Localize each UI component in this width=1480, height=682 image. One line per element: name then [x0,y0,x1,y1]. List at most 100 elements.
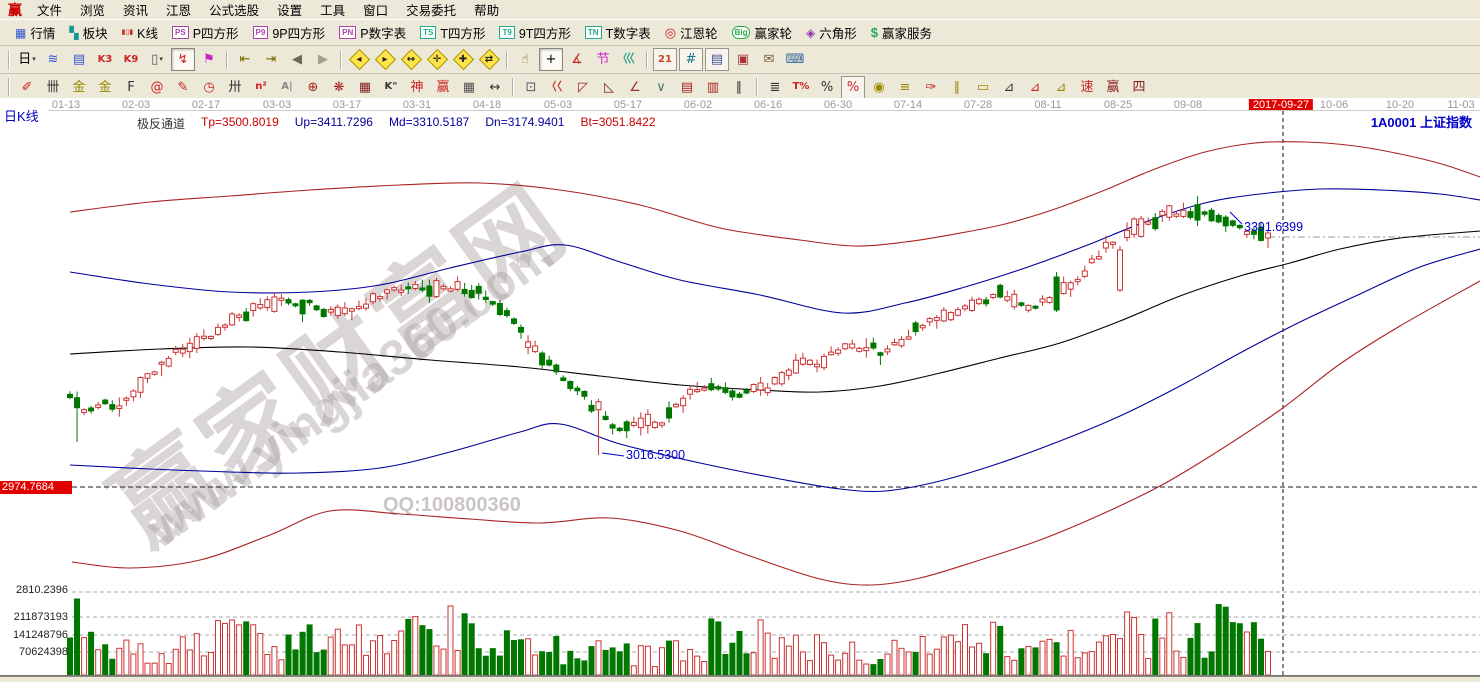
crosshair-icon[interactable]: + [539,48,563,71]
toolbar-button-hangqing[interactable]: ▦ 行情 [8,21,62,44]
symbol-label[interactable]: 1A0001 上证指数 [1371,112,1472,131]
menu-item-9[interactable]: 帮助 [474,4,500,18]
menu-item-7[interactable]: 窗口 [363,4,389,18]
toolbar-button-winner-service[interactable]: $ 赢家服务 [864,21,939,44]
cycle-band-icon[interactable]: 节 [591,48,615,71]
gold-channel-icon[interactable]: ∥ [945,76,969,99]
flag-marker-icon[interactable]: ⚑ [197,48,221,71]
notes-icon[interactable]: ▤ [705,48,729,71]
toolbar-button-t-square[interactable]: TS T四方形 [413,21,492,44]
draw-knife-icon[interactable]: ✐ [15,76,39,99]
kline-3-icon[interactable]: K3 [93,48,117,71]
zigzag-tool-icon[interactable]: ↯ [171,48,195,71]
t-percent-icon[interactable]: T% [789,76,813,99]
first-bar-icon[interactable]: ⇤ [233,48,257,71]
angle-gold-icon[interactable]: ⊿ [1049,76,1073,99]
menu-item-3[interactable]: 江恩 [166,4,192,18]
price-comb-icon[interactable]: 卌 [41,76,65,99]
percent-levels-icon[interactable]: % [841,75,865,99]
pan-hand-icon[interactable]: ☝ [513,48,537,71]
zoom-out-icon[interactable]: ✛ [425,48,449,71]
compress-left-icon[interactable]: ◂ [347,48,371,71]
shen-tool-icon[interactable]: 神 [405,76,429,99]
brush-icon[interactable]: ✎ [171,76,195,99]
gann-circle-icon[interactable]: ⊕ [301,76,325,99]
candle-style-selector[interactable]: ▯ ▾ [145,48,169,71]
candle-body [363,303,369,309]
period-day-selector[interactable]: 日 ▾ [15,48,39,71]
angle-measure-icon[interactable]: ∡ [565,48,589,71]
text-label-icon[interactable]: A| [275,76,299,99]
angle-speed-icon[interactable]: 速 [1075,76,1099,99]
compress-right-icon[interactable]: ▸ [373,48,397,71]
span-measure-icon[interactable]: ↔ [483,76,507,99]
menu-item-5[interactable]: 设置 [277,4,303,18]
next-bar-icon[interactable]: ▶ [311,48,335,71]
kline-9-icon[interactable]: K9 [119,48,143,71]
menu-item-0[interactable]: 文件 [37,4,63,18]
menu-item-1[interactable]: 浏览 [80,4,106,18]
toolbar-button-p-square[interactable]: PS P四方形 [165,21,246,44]
menu-item-6[interactable]: 工具 [320,4,346,18]
price-grid-axis-icon[interactable]: ▥ [701,76,725,99]
toolbar-button-t-table[interactable]: TN T数字表 [578,21,658,44]
toolbar-button-hexagon[interactable]: ◈ 六角形 [799,21,864,44]
toolbar-button-bankuai[interactable]: ▚ 板块 [62,21,114,44]
save-icon[interactable]: ▣ [731,48,755,71]
candle-body [609,424,616,429]
fib-grid-icon[interactable]: F [119,76,143,99]
time-comb-icon[interactable]: 卅 [223,76,247,99]
wave-count-icon[interactable]: 巛 [617,48,641,71]
gold-grid2-icon[interactable]: 金 [93,76,117,99]
gann-square-icon[interactable]: ▦ [353,76,377,99]
chart-overlay-icon[interactable]: ≋ [41,48,65,71]
calculator-icon[interactable]: # [679,48,703,71]
menu-item-8[interactable]: 交易委托 [406,4,457,18]
kline-chart-canvas[interactable]: 赢家财富网 www.yingjia360.com QQ:100800360 33… [0,98,1480,682]
gold-circle-icon[interactable]: ◉ [867,76,891,99]
toolbar-button-9p-square[interactable]: P9 9P四方形 [246,21,333,44]
toolbar-button-p-table[interactable]: PN P数字表 [332,21,413,44]
n-square-icon[interactable]: n² [249,76,273,99]
v-reversal-icon[interactable]: ∨ [649,76,673,99]
expand-horizontal-icon[interactable]: ↔ [399,48,423,71]
angle-four-icon[interactable]: 四 [1127,76,1151,99]
menu-item-2[interactable]: 资讯 [123,4,149,18]
toolbar-button-gann-wheel[interactable]: ◎ 江恩轮 [658,21,725,44]
toolbar-button-winner-wheel[interactable]: Big 赢家轮 [725,21,799,44]
parallel-channel-icon[interactable]: ∥ [727,76,751,99]
gann-clock-icon[interactable]: ◷ [197,76,221,99]
angle-win-icon[interactable]: 赢 [1101,76,1125,99]
workstation-icon[interactable]: ⌨ [783,48,807,71]
mail-icon[interactable]: ✉ [757,48,781,71]
zoom-reset-icon[interactable]: ⇄ [477,48,501,71]
fib-levels-icon[interactable]: ≣ [763,76,787,99]
info-list-icon[interactable]: ▤ [67,48,91,71]
fan-lines-icon[interactable]: 巜 [545,76,569,99]
angle-f-icon[interactable]: ⊿ [1023,76,1047,99]
menu-item-4[interactable]: 公式选股 [209,4,260,18]
zoom-in-icon[interactable]: ✚ [451,48,475,71]
prev-bar-icon[interactable]: ◀ [285,48,309,71]
gold-grid1-icon[interactable]: 金 [67,76,91,99]
toolbar-button-9t-square[interactable]: T9 9T四方形 [492,21,577,44]
number-grid-icon[interactable]: ▦ [457,76,481,99]
fan-square2-icon[interactable]: ◺ [597,76,621,99]
trend-angle-icon[interactable]: ∠ [623,76,647,99]
fan-square-icon[interactable]: ◸ [571,76,595,99]
gann-rose-icon[interactable]: ❋ [327,76,351,99]
spiral-icon[interactable]: @ [145,76,169,99]
angle-j-icon[interactable]: ⊿ [997,76,1021,99]
toolbar-button-kline[interactable]: ▮▯▮ K线 [115,21,165,44]
last-bar-icon[interactable]: ⇥ [259,48,283,71]
period-label[interactable]: 日K线 [4,109,39,124]
win-tool-icon[interactable]: 赢 [431,76,455,99]
k-quote-icon[interactable]: K" [379,76,403,99]
calendar-icon[interactable]: 21 [653,48,677,71]
price-grid-icon[interactable]: ▤ [675,76,699,99]
box-range-icon[interactable]: ⊡ [519,76,543,99]
mark-pen-icon[interactable]: ✑ [919,76,943,99]
gold-levels-icon[interactable]: ≡ [893,76,917,99]
gold-box-icon[interactable]: ▭ [971,76,995,99]
percent-icon[interactable]: % [815,76,839,99]
